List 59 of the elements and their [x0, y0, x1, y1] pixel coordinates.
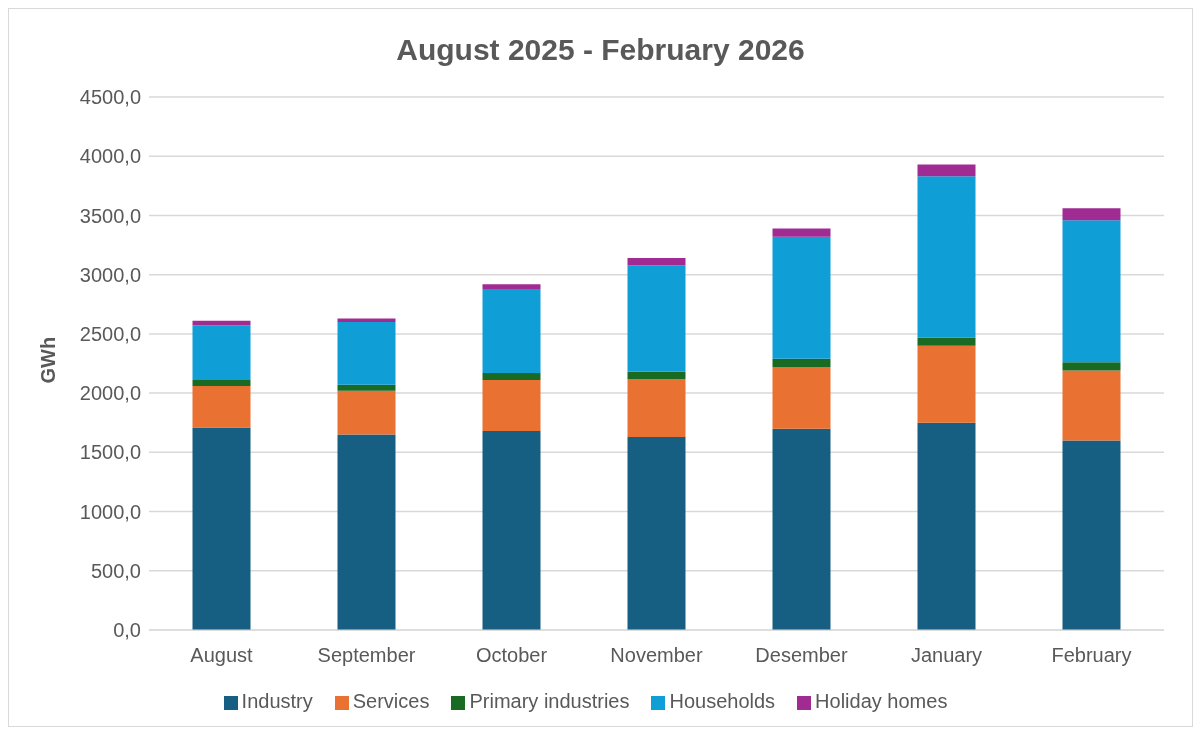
- x-tick-label: Desember: [755, 644, 848, 667]
- bar: [192, 386, 251, 428]
- y-tick-label: 2000,0: [79, 382, 141, 405]
- bar: [772, 358, 831, 368]
- bar: [337, 390, 396, 435]
- legend-label: Primary industries: [469, 690, 630, 712]
- y-tick-label: 500,0: [90, 559, 141, 582]
- bar: [482, 380, 541, 432]
- x-tick-label: February: [1051, 644, 1132, 667]
- bar: [482, 372, 541, 381]
- bar: [337, 318, 396, 323]
- bar: [627, 436, 686, 630]
- legend-label: Holiday homes: [815, 690, 948, 712]
- legend-label: Services: [352, 690, 430, 712]
- bar: [192, 427, 251, 630]
- legend-label: Industry: [241, 690, 313, 712]
- y-tick-label: 0,0: [113, 619, 141, 642]
- y-tick-label: 1000,0: [79, 500, 141, 523]
- bar: [772, 236, 831, 359]
- bar: [482, 288, 541, 373]
- bar: [917, 337, 976, 346]
- bar: [1062, 440, 1121, 630]
- bar: [627, 371, 686, 379]
- bar: [1062, 220, 1121, 363]
- bar: [917, 164, 976, 177]
- bar: [337, 322, 396, 385]
- bar: [337, 384, 396, 391]
- bar: [482, 431, 541, 630]
- bar: [917, 176, 976, 338]
- bar: [482, 284, 541, 289]
- bar: [1062, 362, 1121, 371]
- bar: [772, 428, 831, 630]
- bar: [627, 258, 686, 266]
- bar: [192, 380, 251, 386]
- bar: [627, 378, 686, 437]
- y-axis-title: GWh: [37, 336, 60, 384]
- y-tick-label: 3500,0: [79, 204, 141, 227]
- bar: [917, 422, 976, 630]
- x-tick-label: January: [910, 644, 983, 667]
- y-tick-label: 3000,0: [79, 263, 141, 286]
- x-tick-label: October: [475, 644, 548, 667]
- y-tick-label: 4000,0: [79, 145, 141, 168]
- chart-title: August 2025 - February 2026: [395, 32, 806, 68]
- y-tick-label: 2500,0: [79, 322, 141, 345]
- bar: [772, 367, 831, 429]
- bar: [1062, 208, 1121, 221]
- bar: [772, 228, 831, 237]
- x-tick-label: August: [190, 644, 254, 667]
- bar: [337, 434, 396, 630]
- bar: [192, 320, 251, 326]
- bar: [917, 345, 976, 423]
- y-tick-label: 4500,0: [79, 86, 141, 109]
- legend-label: Households: [669, 690, 776, 712]
- x-tick-label: September: [317, 644, 416, 667]
- x-tick-label: November: [610, 644, 703, 667]
- bar: [627, 265, 686, 372]
- bar: [1062, 370, 1121, 441]
- bar: [192, 325, 251, 381]
- y-tick-label: 1500,0: [79, 441, 141, 464]
